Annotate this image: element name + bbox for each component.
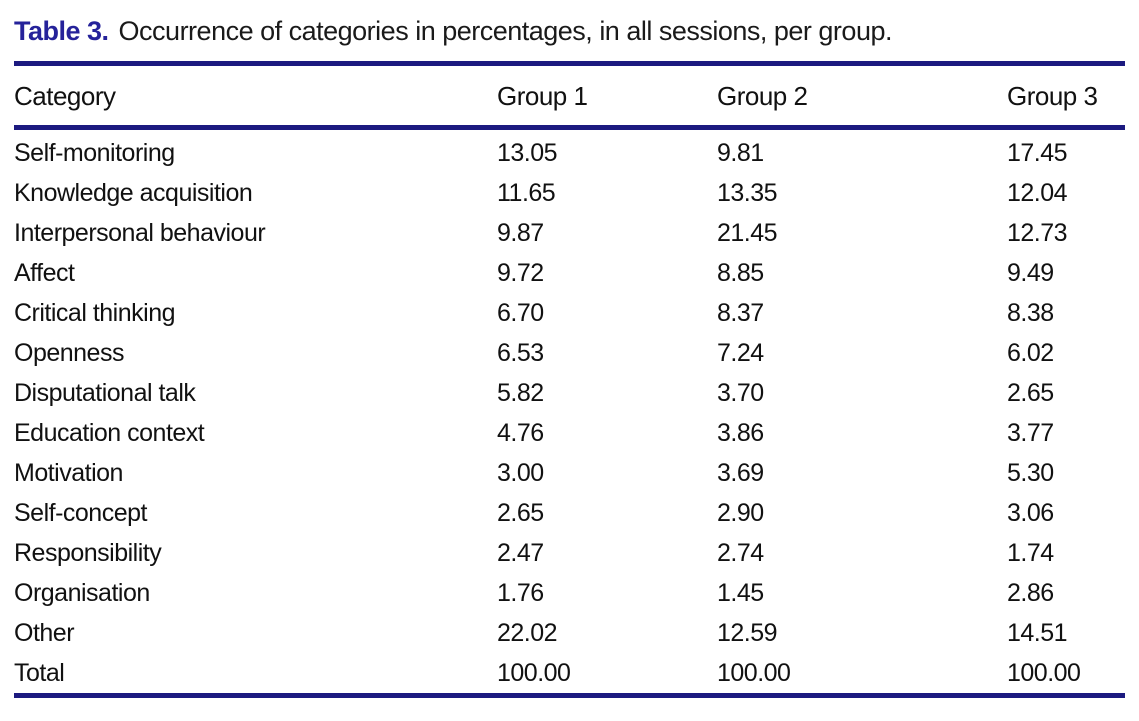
cell-value: 17.45 <box>1007 139 1068 167</box>
cell-value: 7.24 <box>717 339 764 367</box>
cell-value: 9.87 <box>497 219 544 247</box>
cell-category: Interpersonal behaviour <box>14 219 266 247</box>
table-row: Interpersonal behaviour 9.87 21.45 12.73 <box>14 213 1125 253</box>
cell-value: 12.59 <box>717 619 778 647</box>
cell-category: Other <box>14 619 75 647</box>
cell-value: 12.73 <box>1007 219 1068 247</box>
table-row: Affect 9.72 8.85 9.49 <box>14 253 1125 293</box>
table-row: Knowledge acquisition 11.65 13.35 12.04 <box>14 173 1125 213</box>
col-header-category: Category <box>14 63 497 130</box>
cell-value: 6.53 <box>497 339 544 367</box>
cell-category: Knowledge acquisition <box>14 179 253 207</box>
table-row: Other 22.02 12.59 14.51 <box>14 613 1125 653</box>
table-label: Table 3. <box>14 16 109 46</box>
cell-category: Affect <box>14 259 75 287</box>
cell-value: 8.85 <box>717 259 764 287</box>
cell-value: 100.00 <box>497 659 571 687</box>
cell-value: 21.45 <box>717 219 778 247</box>
table-row: Openness 6.53 7.24 6.02 <box>14 333 1125 373</box>
cell-category: Openness <box>14 339 124 367</box>
cell-category: Education context <box>14 419 205 447</box>
cell-value: 2.65 <box>1007 379 1054 407</box>
cell-value: 3.06 <box>1007 499 1054 527</box>
cell-value: 5.30 <box>1007 459 1054 487</box>
data-table: Category Group 1 Group 2 Group 3 Self-mo… <box>14 61 1125 698</box>
cell-value: 14.51 <box>1007 619 1068 647</box>
cell-value: 9.81 <box>717 139 764 167</box>
table-row: Self-monitoring 13.05 9.81 17.45 <box>14 128 1125 174</box>
cell-value: 3.77 <box>1007 419 1054 447</box>
table-caption: Table 3. Occurrence of categories in perc… <box>14 16 1125 46</box>
cell-value: 2.74 <box>717 539 764 567</box>
cell-value: 13.35 <box>717 179 778 207</box>
cell-value: 2.86 <box>1007 579 1054 607</box>
cell-value: 2.65 <box>497 499 544 527</box>
cell-value: 9.72 <box>497 259 544 287</box>
cell-value: 6.02 <box>1007 339 1054 367</box>
cell-category: Responsibility <box>14 539 162 567</box>
table-row: Disputational talk 5.82 3.70 2.65 <box>14 373 1125 413</box>
table-row: Motivation 3.00 3.69 5.30 <box>14 453 1125 493</box>
cell-value: 1.45 <box>717 579 764 607</box>
cell-value: 3.69 <box>717 459 764 487</box>
table-row: Critical thinking 6.70 8.37 8.38 <box>14 293 1125 333</box>
cell-category: Organisation <box>14 579 150 607</box>
table-caption-text: Occurrence of categories in percentages,… <box>118 16 893 46</box>
table-row-total: Total 100.00 100.00 100.00 <box>14 653 1125 696</box>
cell-value: 3.86 <box>717 419 764 447</box>
cell-category: Critical thinking <box>14 299 176 327</box>
cell-value: 13.05 <box>497 139 558 167</box>
cell-value: 3.70 <box>717 379 764 407</box>
cell-category: Self-concept <box>14 499 147 527</box>
table-row: Self-concept 2.65 2.90 3.06 <box>14 493 1125 533</box>
cell-value: 8.38 <box>1007 299 1054 327</box>
col-header-group3: Group 3 <box>1007 63 1125 130</box>
cell-value: 3.00 <box>497 459 544 487</box>
header-row: Category Group 1 Group 2 Group 3 <box>14 63 1125 130</box>
cell-value: 12.04 <box>1007 179 1068 207</box>
cell-value: 2.47 <box>497 539 544 567</box>
cell-category: Disputational talk <box>14 379 196 407</box>
table-row: Responsibility 2.47 2.74 1.74 <box>14 533 1125 573</box>
cell-value: 22.02 <box>497 619 558 647</box>
cell-value: 11.65 <box>497 179 556 207</box>
col-header-group2: Group 2 <box>717 63 1007 130</box>
cell-category: Self-monitoring <box>14 139 175 167</box>
cell-value: 4.76 <box>497 419 544 447</box>
table-row: Education context 4.76 3.86 3.77 <box>14 413 1125 453</box>
cell-value: 9.49 <box>1007 259 1054 287</box>
cell-value: 100.00 <box>717 659 791 687</box>
cell-value: 2.90 <box>717 499 764 527</box>
cell-value: 100.00 <box>1007 659 1081 687</box>
cell-value: 1.76 <box>497 579 544 607</box>
table-row: Organisation 1.76 1.45 2.86 <box>14 573 1125 613</box>
cell-category: Motivation <box>14 459 123 487</box>
cell-value: 1.74 <box>1007 539 1054 567</box>
cell-category: Total <box>14 659 65 687</box>
col-header-group1: Group 1 <box>497 63 717 130</box>
cell-value: 6.70 <box>497 299 544 327</box>
cell-value: 5.82 <box>497 379 544 407</box>
cell-value: 8.37 <box>717 299 764 327</box>
